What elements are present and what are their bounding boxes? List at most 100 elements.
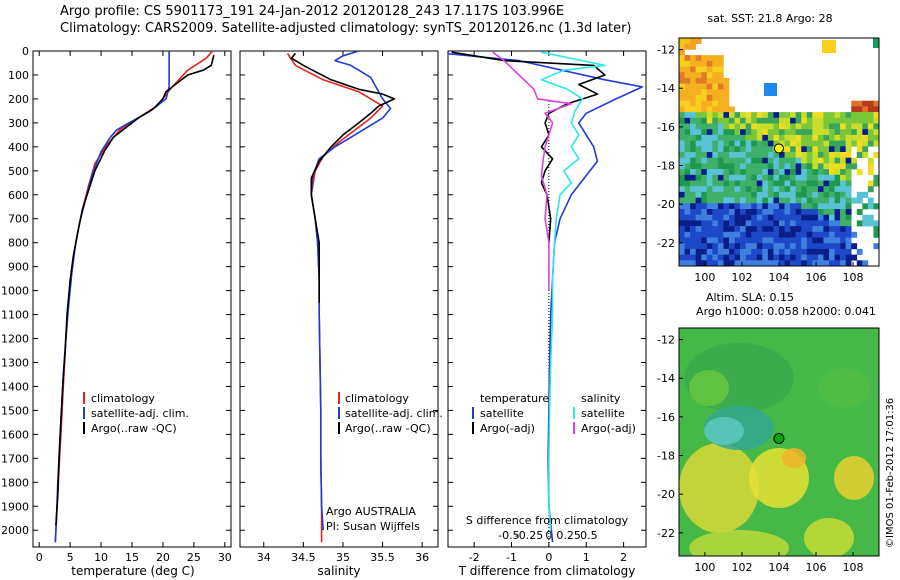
- sst-cell: [751, 214, 758, 221]
- sst-cell: [806, 248, 813, 255]
- x-tick-label: 2: [620, 551, 627, 564]
- sst-cell: [856, 152, 863, 158]
- sst-cell: [840, 243, 846, 250]
- sst-cell: [834, 197, 841, 204]
- sst-cell: [834, 140, 841, 147]
- sst-cell: [684, 254, 691, 261]
- sst-cell: [790, 163, 796, 170]
- sst-cell: [679, 209, 685, 215]
- sst-cell: [779, 123, 785, 130]
- sst-cell: [840, 237, 846, 244]
- sst-cell: [690, 66, 696, 73]
- plot-frame: [447, 50, 647, 548]
- sst-cell: [740, 174, 746, 181]
- sst-cell: [751, 174, 758, 181]
- sst-cell: [806, 226, 813, 233]
- sst-cell: [762, 140, 769, 147]
- sst-cell: [745, 157, 752, 164]
- x-tick-label: 30: [218, 551, 232, 564]
- sst-cell: [740, 248, 746, 255]
- sst-cell: [829, 169, 835, 176]
- plot-frame: [32, 50, 232, 548]
- sst-cell: [712, 83, 719, 90]
- sst-cell: [784, 123, 791, 130]
- sst-cell: [840, 157, 846, 164]
- sst-cell: [867, 186, 874, 193]
- sst-cell: [817, 197, 824, 204]
- y-tick-label: -14: [657, 372, 675, 385]
- sst-cell: [734, 214, 741, 221]
- sst-cell: [740, 231, 746, 238]
- sst-cell: [717, 77, 724, 84]
- sst-cell: [701, 134, 708, 141]
- sst-cell: [834, 163, 841, 170]
- sst-cell: [706, 226, 713, 233]
- sst-cell: [751, 231, 758, 238]
- sst-cell: [773, 231, 780, 238]
- sst-cell: [756, 248, 763, 255]
- sst-cell: [862, 203, 869, 210]
- series-group: [54, 51, 215, 543]
- sla-patch: [679, 443, 759, 533]
- sst-cell: [801, 209, 808, 215]
- sst-cell: [756, 214, 763, 221]
- sst-cell: [801, 226, 808, 233]
- sst-cell: [723, 112, 730, 119]
- y-tick-label: 2000: [1, 524, 29, 537]
- sst-cell: [684, 43, 691, 50]
- sst-cell: [745, 220, 752, 227]
- sst-cell: [784, 254, 791, 261]
- x-tick-label: 20: [156, 551, 170, 564]
- sst-cell: [729, 254, 735, 261]
- sst-cell: [690, 72, 696, 79]
- sst-cell: [829, 203, 835, 210]
- sst-cell: [767, 248, 774, 255]
- sst-cell: [717, 140, 724, 147]
- sst-cell: [829, 237, 835, 244]
- sst-cell: [762, 186, 769, 193]
- sst-cell: [717, 72, 724, 79]
- sst-cell: [795, 214, 802, 221]
- sst-cell: [829, 140, 835, 147]
- sst-cell: [723, 106, 730, 113]
- sst-cell: [756, 197, 763, 204]
- sst-cell: [862, 220, 869, 227]
- sst-cell: [734, 129, 741, 136]
- salinity-annotation-line2: PI: Susan Wijffels: [326, 520, 420, 533]
- sst-cell: [812, 169, 819, 176]
- sst-cell: [790, 134, 796, 141]
- sst-cell: [867, 117, 874, 124]
- sst-cell: [751, 203, 758, 210]
- sst-cell: [767, 231, 774, 238]
- sst-cell: [745, 117, 752, 124]
- temperature-xlabel: temperature (deg C): [71, 564, 194, 578]
- sst-cell: [734, 248, 741, 255]
- sst-cell: [856, 146, 863, 153]
- difference-top-label: S difference from climatology: [466, 514, 629, 527]
- sst-cell: [756, 146, 763, 153]
- sst-cell: [762, 152, 769, 158]
- sst-cell: [812, 146, 819, 153]
- sst-cell: [817, 152, 824, 158]
- sst-cell: [690, 209, 696, 215]
- sst-cell: [767, 237, 774, 244]
- sst-cell: [751, 112, 758, 119]
- sst-cell: [762, 169, 769, 176]
- sst-cell: [679, 49, 685, 56]
- sst-cell: [745, 197, 752, 204]
- sst-cell: [712, 77, 719, 84]
- sst-cell: [706, 140, 713, 147]
- sst-cell: [756, 191, 763, 198]
- sst-cell: [695, 123, 702, 130]
- sst-cell: [856, 100, 863, 107]
- sst-cell: [795, 117, 802, 124]
- sst-cell: [823, 112, 830, 119]
- sst-cell: [712, 231, 719, 238]
- sst-cell: [740, 169, 746, 176]
- sst-cell: [751, 146, 758, 153]
- sst-cell: [867, 134, 874, 141]
- sst-cell: [706, 191, 713, 198]
- sst-cell: [690, 237, 696, 244]
- sst-cell: [834, 254, 841, 261]
- sst-cell: [684, 117, 691, 124]
